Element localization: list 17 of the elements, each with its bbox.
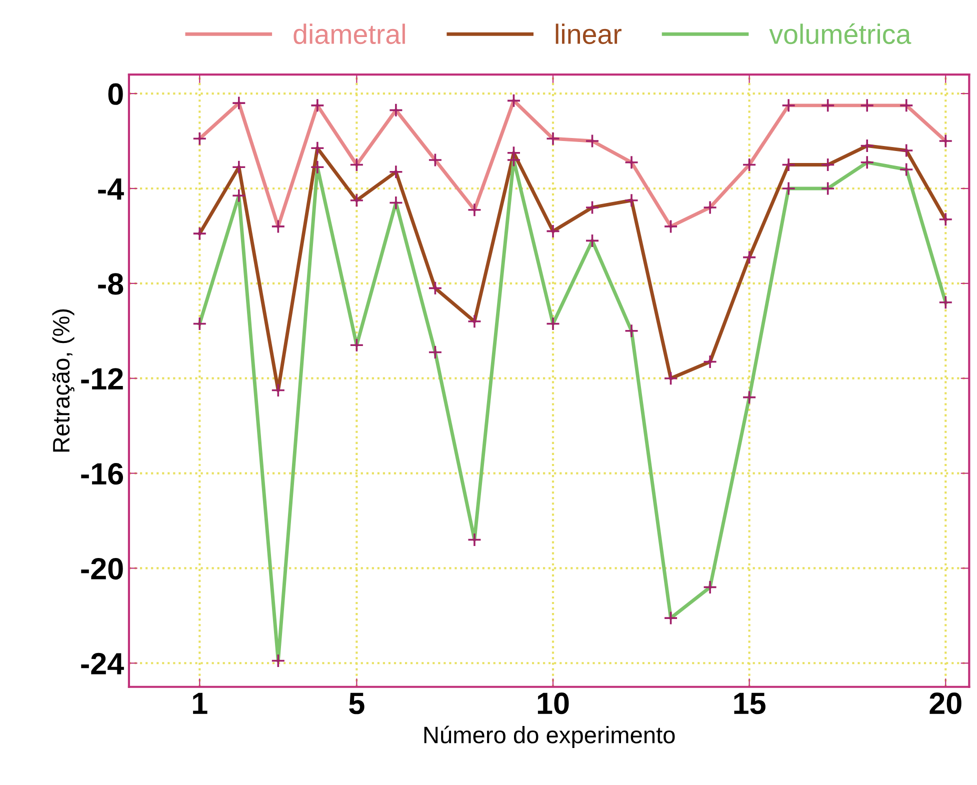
x-tick-label: 1: [193, 692, 208, 714]
x-tick-label: 15: [734, 692, 766, 714]
x-tick-label: 20: [930, 692, 962, 714]
y-tick-label: -12: [81, 368, 123, 390]
y-tick-label: 0: [108, 83, 123, 105]
x-axis-title: Número do experimento: [424, 726, 675, 748]
x-tick-label: 10: [538, 692, 569, 714]
y-tick-label: -8: [98, 273, 124, 295]
legend-label: diametral: [294, 24, 405, 44]
y-tick-label: -4: [98, 178, 124, 200]
y-axis-title: Retração, (%): [52, 309, 74, 452]
y-tick-label: -20: [81, 558, 123, 580]
legend-label: linear: [556, 24, 622, 44]
y-tick-label: -16: [81, 463, 124, 485]
legend-label: volumétrica: [769, 23, 912, 44]
y-tick-label: -24: [81, 652, 124, 674]
x-tick-label: 5: [349, 692, 364, 714]
